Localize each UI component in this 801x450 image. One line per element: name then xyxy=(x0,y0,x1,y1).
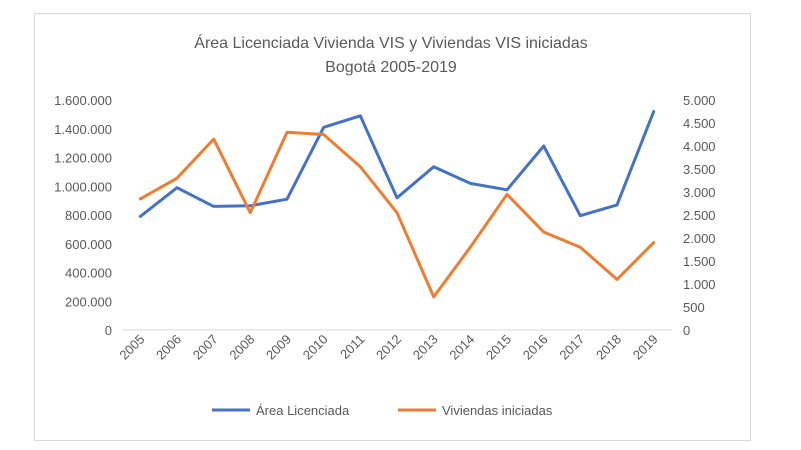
right-axis-tick-label: 3.000 xyxy=(683,185,716,200)
x-axis-tick-label: 2009 xyxy=(263,332,294,363)
right-axis-ticks: 0 500 1.000 1.500 2.000 2.500 3.000 3.500 4.000 4… xyxy=(683,93,716,338)
left-axis-tick-label: 0 xyxy=(105,323,112,338)
x-axis-tick-label: 2006 xyxy=(153,332,184,363)
x-axis-tick-label: 2010 xyxy=(300,332,331,363)
x-axis-tick-label: 2008 xyxy=(226,332,257,363)
right-axis-tick-label: 1.000 xyxy=(683,277,716,292)
right-axis-tick-label: 0 xyxy=(683,323,690,338)
legend-label: Área Licenciada xyxy=(256,403,350,418)
x-axis-tick-label: 2014 xyxy=(446,332,477,363)
x-axis-tick-label: 2016 xyxy=(520,332,551,363)
left-axis-tick-label: 1.000.000 xyxy=(54,179,112,194)
right-axis-tick-label: 2.000 xyxy=(683,231,716,246)
x-axis-tick-label: 2017 xyxy=(556,332,587,363)
chart-title: Área Licenciada Vivienda VIS y Viviendas… xyxy=(194,33,587,52)
chart-subtitle: Bogotá 2005-2019 xyxy=(325,59,457,76)
left-axis-tick-label: 1.400.000 xyxy=(54,122,112,137)
right-axis-tick-label: 5.000 xyxy=(683,93,716,108)
right-axis-tick-label: 500 xyxy=(683,300,705,315)
left-axis-tick-label: 600.000 xyxy=(65,237,112,252)
left-axis-tick-label: 800.000 xyxy=(65,208,112,223)
x-axis-tick-label: 2005 xyxy=(116,332,147,363)
left-axis-tick-label: 1.600.000 xyxy=(54,93,112,108)
x-axis-tick-label: 2012 xyxy=(373,332,404,363)
x-axis-tick-label: 2011 xyxy=(337,332,367,362)
x-axis-tick-label: 2013 xyxy=(410,332,441,363)
legend-label: Viviendas iniciadas xyxy=(442,403,553,418)
right-axis-tick-label: 1.500 xyxy=(683,254,716,269)
series-line-viviendas-iniciadas xyxy=(138,130,656,299)
right-axis-tick-label: 2.500 xyxy=(683,208,716,223)
x-axis-tick-label: 2018 xyxy=(593,332,624,363)
right-axis-tick-label: 3.500 xyxy=(683,162,716,177)
x-axis-ticks: 2005 2006 2007 2008 2009 2010 2011 2012 2013 2014… xyxy=(116,332,660,363)
right-axis-tick-label: 4.000 xyxy=(683,139,716,154)
series-lines xyxy=(138,110,656,299)
x-axis-tick-label: 2015 xyxy=(483,332,514,363)
left-axis-tick-label: 200.000 xyxy=(65,294,112,309)
left-axis-ticks: 0 200.000 400.000 600.000 800.000 1.000.000 1.… xyxy=(54,93,112,338)
x-axis-tick-label: 2019 xyxy=(630,332,661,363)
chart-frame xyxy=(34,13,751,441)
series-line-area-licenciada xyxy=(138,110,656,218)
right-axis-tick-label: 4.500 xyxy=(683,116,716,131)
x-axis-tick-label: 2007 xyxy=(190,332,221,363)
left-axis-tick-label: 400.000 xyxy=(65,266,112,281)
legend: Área Licenciada Viviendas iniciadas xyxy=(212,403,553,418)
left-axis-tick-label: 1.200.000 xyxy=(54,151,112,166)
